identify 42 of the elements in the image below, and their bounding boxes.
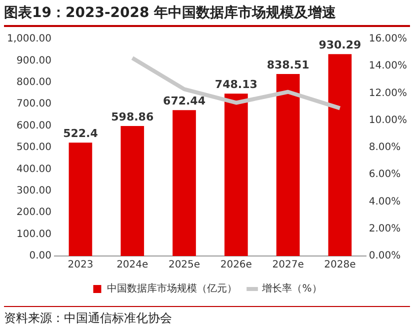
y2-tick-label: 10.00% xyxy=(368,114,408,126)
bar xyxy=(276,74,300,256)
y2-tick-label: 4.00% xyxy=(368,196,401,208)
y-tick-label: 0.00 xyxy=(29,250,52,262)
y2-tick-label: 12.00% xyxy=(368,88,408,99)
x-tick-label: 2024e xyxy=(116,260,148,271)
y2-tick-label: 14.00% xyxy=(368,60,408,72)
legend-label: 中国数据库市场规模（亿元） xyxy=(107,282,238,295)
bar xyxy=(328,54,352,256)
y-tick-label: 900.00 xyxy=(16,55,52,66)
bar xyxy=(224,94,248,256)
y-tick-label: 600.00 xyxy=(16,120,52,132)
y2-tick-label: 2.00% xyxy=(368,223,401,234)
y2-tick-label: 8.00% xyxy=(368,142,401,154)
x-tick-label: 2025e xyxy=(168,260,200,271)
x-tick-label: 2023 xyxy=(68,260,94,271)
y2-tick-label: 16.00% xyxy=(368,34,408,45)
y-tick-label: 800.00 xyxy=(16,76,52,88)
data-label: 930.29 xyxy=(318,38,362,52)
data-label: 598.86 xyxy=(111,110,154,124)
data-label: 672.44 xyxy=(163,94,206,108)
bar xyxy=(68,142,92,256)
data-label: 838.51 xyxy=(266,58,310,72)
bar xyxy=(172,110,196,256)
text: 资料来源：中国通信标准化协会 xyxy=(4,306,410,327)
data-label: 522.4 xyxy=(63,127,98,140)
y-tick-label: 700.00 xyxy=(16,98,52,110)
legend-label: 增长率（%） xyxy=(261,282,322,295)
bar xyxy=(120,126,144,256)
y2-tick-label: 0.00% xyxy=(368,250,401,262)
x-tick-label: 2027e xyxy=(272,260,304,271)
y-tick-label: 100.00 xyxy=(16,228,52,240)
x-tick-label: 2028e xyxy=(324,260,356,271)
data-label: 748.13 xyxy=(214,78,258,92)
y-tick-label: 200.00 xyxy=(16,207,52,218)
chart-title: 图表19：2023-2028 年中国数据库市场规模及增速 xyxy=(4,4,410,27)
y-tick-label: 1,000.00 xyxy=(7,34,52,45)
y2-tick-label: 6.00% xyxy=(368,169,401,180)
y-tick-label: 400.00 xyxy=(16,164,52,175)
y-tick-label: 300.00 xyxy=(16,185,52,196)
x-tick-label: 2026e xyxy=(220,260,252,271)
y-tick-label: 500.00 xyxy=(16,142,52,154)
